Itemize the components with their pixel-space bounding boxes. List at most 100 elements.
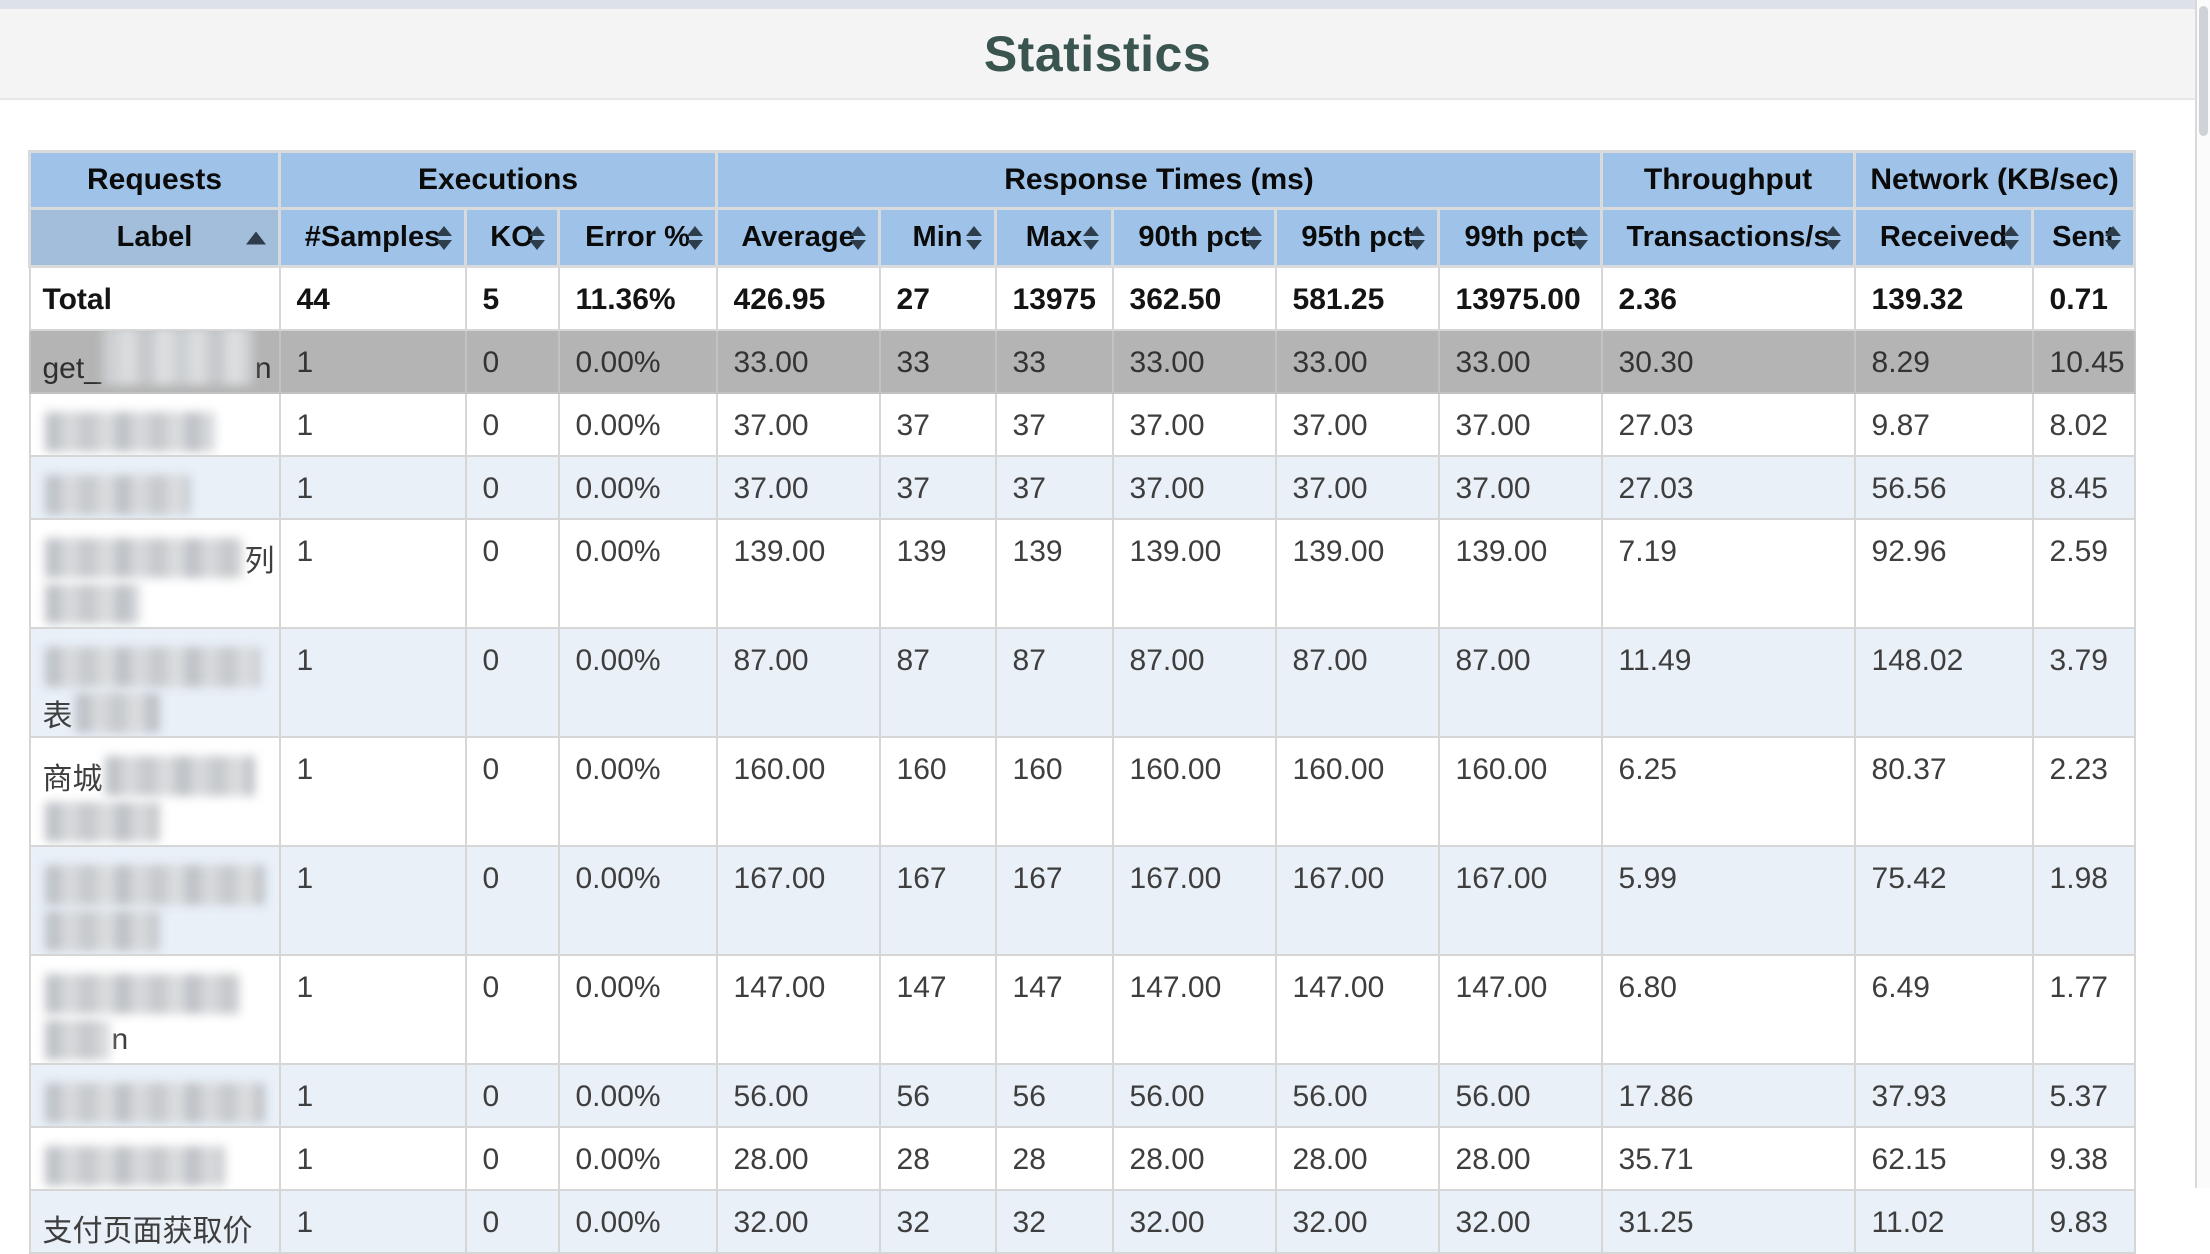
label-cell [28, 391, 281, 457]
cell-ko: 0 [464, 517, 560, 629]
cell-samples: 1 [278, 626, 467, 738]
top-strip [0, 0, 2195, 9]
sort-both-icon [687, 225, 704, 250]
cell-transactions-s: 5.99 [1600, 844, 1856, 956]
cell-samples: 1 [278, 454, 467, 520]
row-label-fragment: 列 [244, 544, 275, 578]
cell-95th-pct: 28.00 [1274, 1125, 1440, 1191]
redacted-label-blur [44, 411, 215, 452]
cell-90th-pct: 139.00 [1111, 517, 1277, 629]
cell-sent: 9.83 [2031, 1188, 2136, 1254]
column-header-95th-pct[interactable]: 95th pct [1274, 207, 1441, 268]
redacted-label-blur [44, 864, 265, 905]
table-row[interactable]: 列 1 0 0.00% 139.00 139 139 139.00 139.00 139.00 7.… [28, 517, 2136, 629]
cell-error: 0.00% [557, 626, 718, 738]
cell-received: 37.93 [1853, 1062, 2034, 1128]
table-row[interactable]: 1 0 0.00% 37.00 37 37 37.00 37.00 37.00 27.03 9.87… [28, 391, 2136, 457]
cell-99th-pct: 87.00 [1437, 626, 1603, 738]
cell-samples: 1 [278, 1188, 467, 1254]
sort-both-icon [1409, 225, 1426, 250]
scrollbar-thumb[interactable] [2199, 6, 2208, 136]
row-label-line [43, 799, 273, 844]
table-row[interactable]: 表 1 0 0.00% 87.00 87 87 87.00 87.00 87.00 11.49 148… [28, 626, 2136, 738]
cell-99th-pct: 32.00 [1437, 1188, 1603, 1254]
column-header-sent[interactable]: Sent [2031, 207, 2137, 268]
column-header-90th-pct[interactable]: 90th pct [1111, 207, 1278, 268]
column-header-received[interactable]: Received [1853, 207, 2035, 268]
row-label-fragment: n [111, 1022, 129, 1056]
cell-90th-pct: 32.00 [1111, 1188, 1277, 1254]
cell-99th-pct: 37.00 [1437, 454, 1603, 520]
table-row[interactable]: 1 0 0.00% 56.00 56 56 56.00 56.00 56.00 17.86 37.9… [28, 1062, 2136, 1128]
cell-99th-pct: 167.00 [1437, 844, 1603, 956]
vertical-scrollbar[interactable] [2195, 0, 2210, 1188]
cell-95th-pct: 581.25 [1274, 265, 1440, 331]
table-row[interactable]: get_ n 1 0 0.00% 33.00 33 33 33.00 33.00 33.00 30.3… [28, 328, 2136, 394]
table-row[interactable]: 支付页面获取价 1 0 0.00% 32.00 32 32 32.00 32.00 32.00 31… [28, 1188, 2136, 1254]
cell-transactions-s: 6.80 [1600, 953, 1856, 1065]
cell-average: 56.00 [715, 1062, 881, 1128]
cell-received: 139.32 [1853, 265, 2034, 331]
cell-samples: 1 [278, 1125, 467, 1191]
cell-transactions-s: 7.19 [1600, 517, 1856, 629]
cell-error: 0.00% [557, 328, 718, 394]
column-header-label: 95th pct [1301, 221, 1413, 253]
redacted-label-blur [44, 474, 190, 515]
column-header-label: Transactions/s [1626, 221, 1830, 253]
cell-error: 0.00% [557, 844, 718, 956]
cell-average: 167.00 [715, 844, 881, 956]
table-row[interactable]: 1 0 0.00% 167.00 167 167 167.00 167.00 167.00 5.9… [28, 844, 2136, 956]
column-header-error[interactable]: Error % [556, 207, 719, 268]
cell-95th-pct: 139.00 [1274, 517, 1440, 629]
cell-sent: 10.45 [2031, 328, 2136, 394]
group-header-executions: Executions [277, 150, 719, 210]
cell-error: 0.00% [557, 391, 718, 457]
cell-ko: 0 [464, 1188, 560, 1254]
cell-max: 33 [994, 328, 1114, 394]
column-header-max[interactable]: Max [994, 207, 1115, 268]
cell-max: 28 [994, 1125, 1114, 1191]
label-cell [28, 1062, 281, 1128]
group-header-throughput: Throughput [1600, 150, 1857, 210]
column-header-ko[interactable]: KO [464, 207, 560, 268]
row-label-line [43, 644, 273, 690]
cell-transactions-s: 6.25 [1600, 735, 1856, 847]
column-header-min[interactable]: Min [878, 207, 998, 268]
cell-max: 37 [994, 454, 1114, 520]
redacted-label-blur [44, 537, 243, 578]
column-header-transactions-s[interactable]: Transactions/s [1600, 207, 1857, 268]
cell-min: 139 [878, 517, 997, 629]
label-cell: 商城 [28, 735, 281, 847]
table-row[interactable]: 商城 1 0 0.00% 160.00 160 160 160.00 160.00 160.00 6… [28, 735, 2136, 847]
redacted-label-blur [44, 973, 240, 1014]
label-cell [28, 844, 281, 956]
table-row[interactable]: 1 0 0.00% 37.00 37 37 37.00 37.00 37.00 27.03 56.5… [28, 454, 2136, 520]
cell-received: 11.02 [1853, 1188, 2034, 1254]
cell-ko: 0 [464, 391, 560, 457]
cell-ko: 0 [464, 953, 560, 1065]
column-header-label: #Samples [304, 221, 441, 253]
cell-sent: 8.45 [2031, 454, 2136, 520]
row-label-fragment: get_ [42, 351, 101, 385]
cell-max: 32 [994, 1188, 1114, 1254]
redacted-label-blur [44, 646, 260, 687]
cell-sent: 0.71 [2031, 265, 2136, 331]
column-header-samples[interactable]: #Samples [278, 207, 467, 268]
sort-both-icon [1572, 225, 1589, 250]
table-row[interactable]: Total 44 5 11.36% 426.95 27 13975 362.50 581.25 1… [28, 265, 2136, 331]
table-row[interactable]: n 1 0 0.00% 147.00 147 147 147.00 147.00 147.00 6.… [28, 953, 2136, 1065]
column-header-label[interactable]: Label [28, 207, 281, 268]
cell-received: 148.02 [1853, 626, 2034, 738]
column-header-99th-pct[interactable]: 99th pct [1437, 207, 1604, 268]
cell-95th-pct: 56.00 [1274, 1062, 1440, 1128]
cell-transactions-s: 2.36 [1600, 265, 1856, 331]
column-header-label: Received [1879, 221, 2008, 253]
column-header-average[interactable]: Average [715, 207, 882, 268]
cell-ko: 0 [464, 1125, 560, 1191]
row-label-line [43, 409, 273, 454]
cell-99th-pct: 160.00 [1437, 735, 1603, 847]
cell-received: 56.56 [1853, 454, 2034, 520]
cell-transactions-s: 17.86 [1600, 1062, 1856, 1128]
label-cell: n [28, 953, 281, 1065]
table-row[interactable]: 1 0 0.00% 28.00 28 28 28.00 28.00 28.00 35.71 62.1… [28, 1125, 2136, 1191]
